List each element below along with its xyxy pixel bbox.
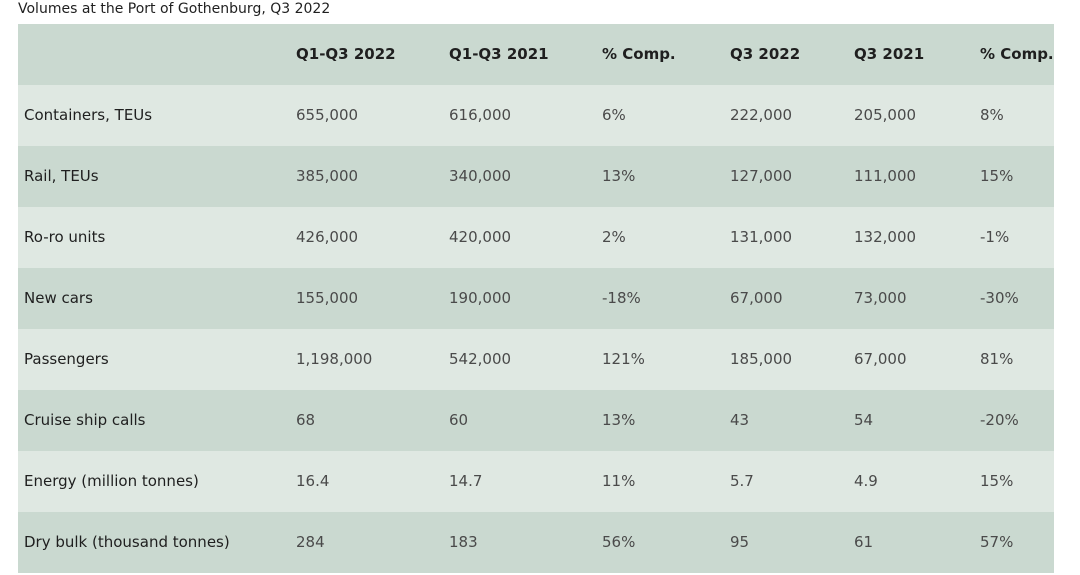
table-cell: 54 (854, 411, 874, 429)
table-cell: 127,000 (730, 167, 793, 185)
volumes-table: Q1-Q3 2022 Q1-Q3 2021 % Comp. Q3 2022 Q3… (18, 24, 1054, 573)
table-cell: -30% (980, 289, 1019, 307)
table-cell: 190,000 (449, 289, 512, 307)
table-cell: 56% (602, 533, 636, 551)
table-cell: 132,000 (854, 228, 917, 246)
table-cell: 2% (602, 228, 626, 246)
row-label: New cars (24, 289, 93, 307)
table-cell: 284 (296, 533, 325, 551)
table-cell: 1,198,000 (296, 350, 373, 368)
table-cell: 131,000 (730, 228, 793, 246)
table-row: Containers, TEUs 655,000 616,000 6% 222,… (18, 85, 1054, 146)
table-row: Cruise ship calls 68 60 13% 43 54 -20% (18, 390, 1054, 451)
table-cell: 420,000 (449, 228, 512, 246)
table-cell: 15% (980, 472, 1014, 490)
row-label: Containers, TEUs (24, 106, 153, 124)
table-cell: 185,000 (730, 350, 793, 368)
table-cell: 6% (602, 106, 626, 124)
table-cell: 43 (730, 411, 750, 429)
table-cell: 57% (980, 533, 1014, 551)
table-cell: 68 (296, 411, 316, 429)
row-label: Energy (million tonnes) (24, 472, 199, 490)
header-cell-q1q3-2021: Q1-Q3 2021 (449, 45, 549, 63)
table-cell: 111,000 (854, 167, 917, 185)
table-cell: 67,000 (730, 289, 783, 307)
table-cell: 340,000 (449, 167, 512, 185)
table-cell: 81% (980, 350, 1014, 368)
row-label: Rail, TEUs (24, 167, 99, 185)
table-cell: 67,000 (854, 350, 907, 368)
table-row: Passengers 1,198,000 542,000 121% 185,00… (18, 329, 1054, 390)
table-row: Ro-ro units 426,000 420,000 2% 131,000 1… (18, 207, 1054, 268)
table-cell: -18% (602, 289, 641, 307)
row-label: Dry bulk (thousand tonnes) (24, 533, 230, 551)
table-cell: 61 (854, 533, 874, 551)
table-row: Rail, TEUs 385,000 340,000 13% 127,000 1… (18, 146, 1054, 207)
table-row: Dry bulk (thousand tonnes) 284 183 56% 9… (18, 512, 1054, 573)
table-cell: 385,000 (296, 167, 359, 185)
table-cell: 73,000 (854, 289, 907, 307)
table-cell: 15% (980, 167, 1014, 185)
table-cell: 121% (602, 350, 645, 368)
table-header-row: Q1-Q3 2022 Q1-Q3 2021 % Comp. Q3 2022 Q3… (18, 24, 1054, 85)
table-cell: 426,000 (296, 228, 359, 246)
table-cell: 542,000 (449, 350, 512, 368)
table-cell: 13% (602, 167, 636, 185)
table-cell: 95 (730, 533, 750, 551)
table-row: New cars 155,000 190,000 -18% 67,000 73,… (18, 268, 1054, 329)
table-cell: 5.7 (730, 472, 754, 490)
header-cell-q3-2021: Q3 2021 (854, 45, 925, 63)
header-cell-q3-2022: Q3 2022 (730, 45, 801, 63)
table-cell: 655,000 (296, 106, 359, 124)
row-label: Passengers (24, 350, 109, 368)
header-cell-comp-ytd: % Comp. (602, 45, 676, 63)
header-cell-comp-q3: % Comp. (980, 45, 1054, 63)
table-cell: -1% (980, 228, 1010, 246)
header-cell-q1q3-2022: Q1-Q3 2022 (296, 45, 396, 63)
table-cell: 16.4 (296, 472, 330, 490)
table-cell: 14.7 (449, 472, 483, 490)
table-cell: 616,000 (449, 106, 512, 124)
row-label: Ro-ro units (24, 228, 106, 246)
table-cell: -20% (980, 411, 1019, 429)
table-cell: 222,000 (730, 106, 793, 124)
table-title: Volumes at the Port of Gothenburg, Q3 20… (18, 1, 331, 17)
table-cell: 13% (602, 411, 636, 429)
table-row: Energy (million tonnes) 16.4 14.7 11% 5.… (18, 451, 1054, 512)
table-cell: 4.9 (854, 472, 878, 490)
table-cell: 11% (602, 472, 636, 490)
table-cell: 205,000 (854, 106, 917, 124)
table-cell: 60 (449, 411, 469, 429)
table-cell: 183 (449, 533, 478, 551)
table-cell: 155,000 (296, 289, 359, 307)
row-label: Cruise ship calls (24, 411, 146, 429)
table-cell: 8% (980, 106, 1004, 124)
